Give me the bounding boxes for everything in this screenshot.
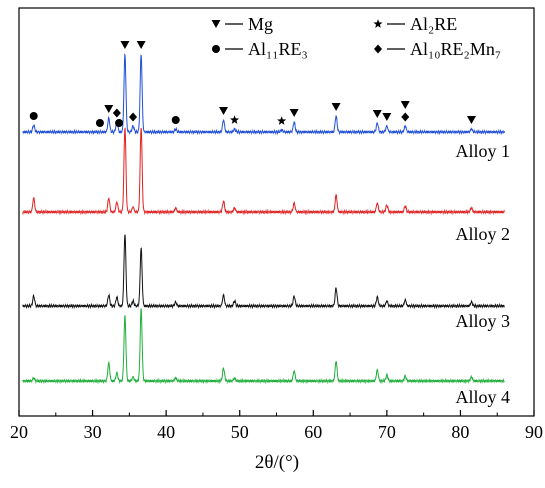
legend: Mg Al₂RE Al₁₁RE₃ Al₁₀RE₂Mn₇ [211,14,501,59]
legend-star-icon [373,19,383,28]
phase-marker-layer [29,41,476,127]
series-label-alloy-2: Alloy 2 [455,224,510,244]
circle-marker [95,119,104,127]
series-line-alloy-1 [22,52,505,136]
legend-diamond-icon [374,44,382,54]
circle-marker [115,119,124,127]
triangle-down-marker [219,107,229,115]
triangle-down-marker [382,113,392,121]
triangle-down-marker [120,41,130,49]
diamond-marker [129,112,138,122]
triangle-down-marker [400,101,410,109]
legend-label: Mg [248,14,273,34]
series-line-alloy-3 [22,234,505,310]
triangle-down-marker [331,103,341,111]
legend-label: Al₁₁RE₃ [248,39,308,59]
triangle-down-marker [104,105,114,113]
x-tick-label: 60 [304,422,322,442]
legend-triangle-down-icon [211,20,221,28]
x-axis-label: 2θ/(°) [255,452,299,473]
triangle-down-marker [289,109,299,117]
diamond-marker [112,108,121,118]
diamond-marker [401,112,410,122]
x-tick-label: 40 [157,422,175,442]
x-tick-label: 80 [451,422,469,442]
series-label-alloy-1: Alloy 1 [455,141,510,161]
x-axis: 20 30 40 50 60 70 80 90 [10,410,543,442]
x-tick-label: 50 [231,422,249,442]
legend-circle-icon [212,45,220,53]
series-layer: Alloy 1 Alloy 2 Alloy 3 Alloy 4 [22,52,510,407]
legend-label: Al₂RE [410,14,457,34]
x-tick-label: 70 [378,422,396,442]
star-marker [230,115,240,124]
legend-label: Al₁₀RE₂Mn₇ [410,39,501,59]
series-label-alloy-3: Alloy 3 [455,311,510,331]
series-line-alloy-4 [22,308,505,385]
x-tick-label: 20 [10,422,28,442]
circle-marker [29,112,38,120]
series-label-alloy-4: Alloy 4 [455,387,510,407]
series-line-alloy-2 [22,127,505,216]
triangle-down-marker [466,116,476,124]
triangle-down-marker [372,110,382,118]
triangle-down-marker [136,41,146,49]
circle-marker [171,116,180,124]
x-tick-label: 30 [84,422,102,442]
star-marker [277,116,287,125]
x-tick-label: 90 [525,422,543,442]
